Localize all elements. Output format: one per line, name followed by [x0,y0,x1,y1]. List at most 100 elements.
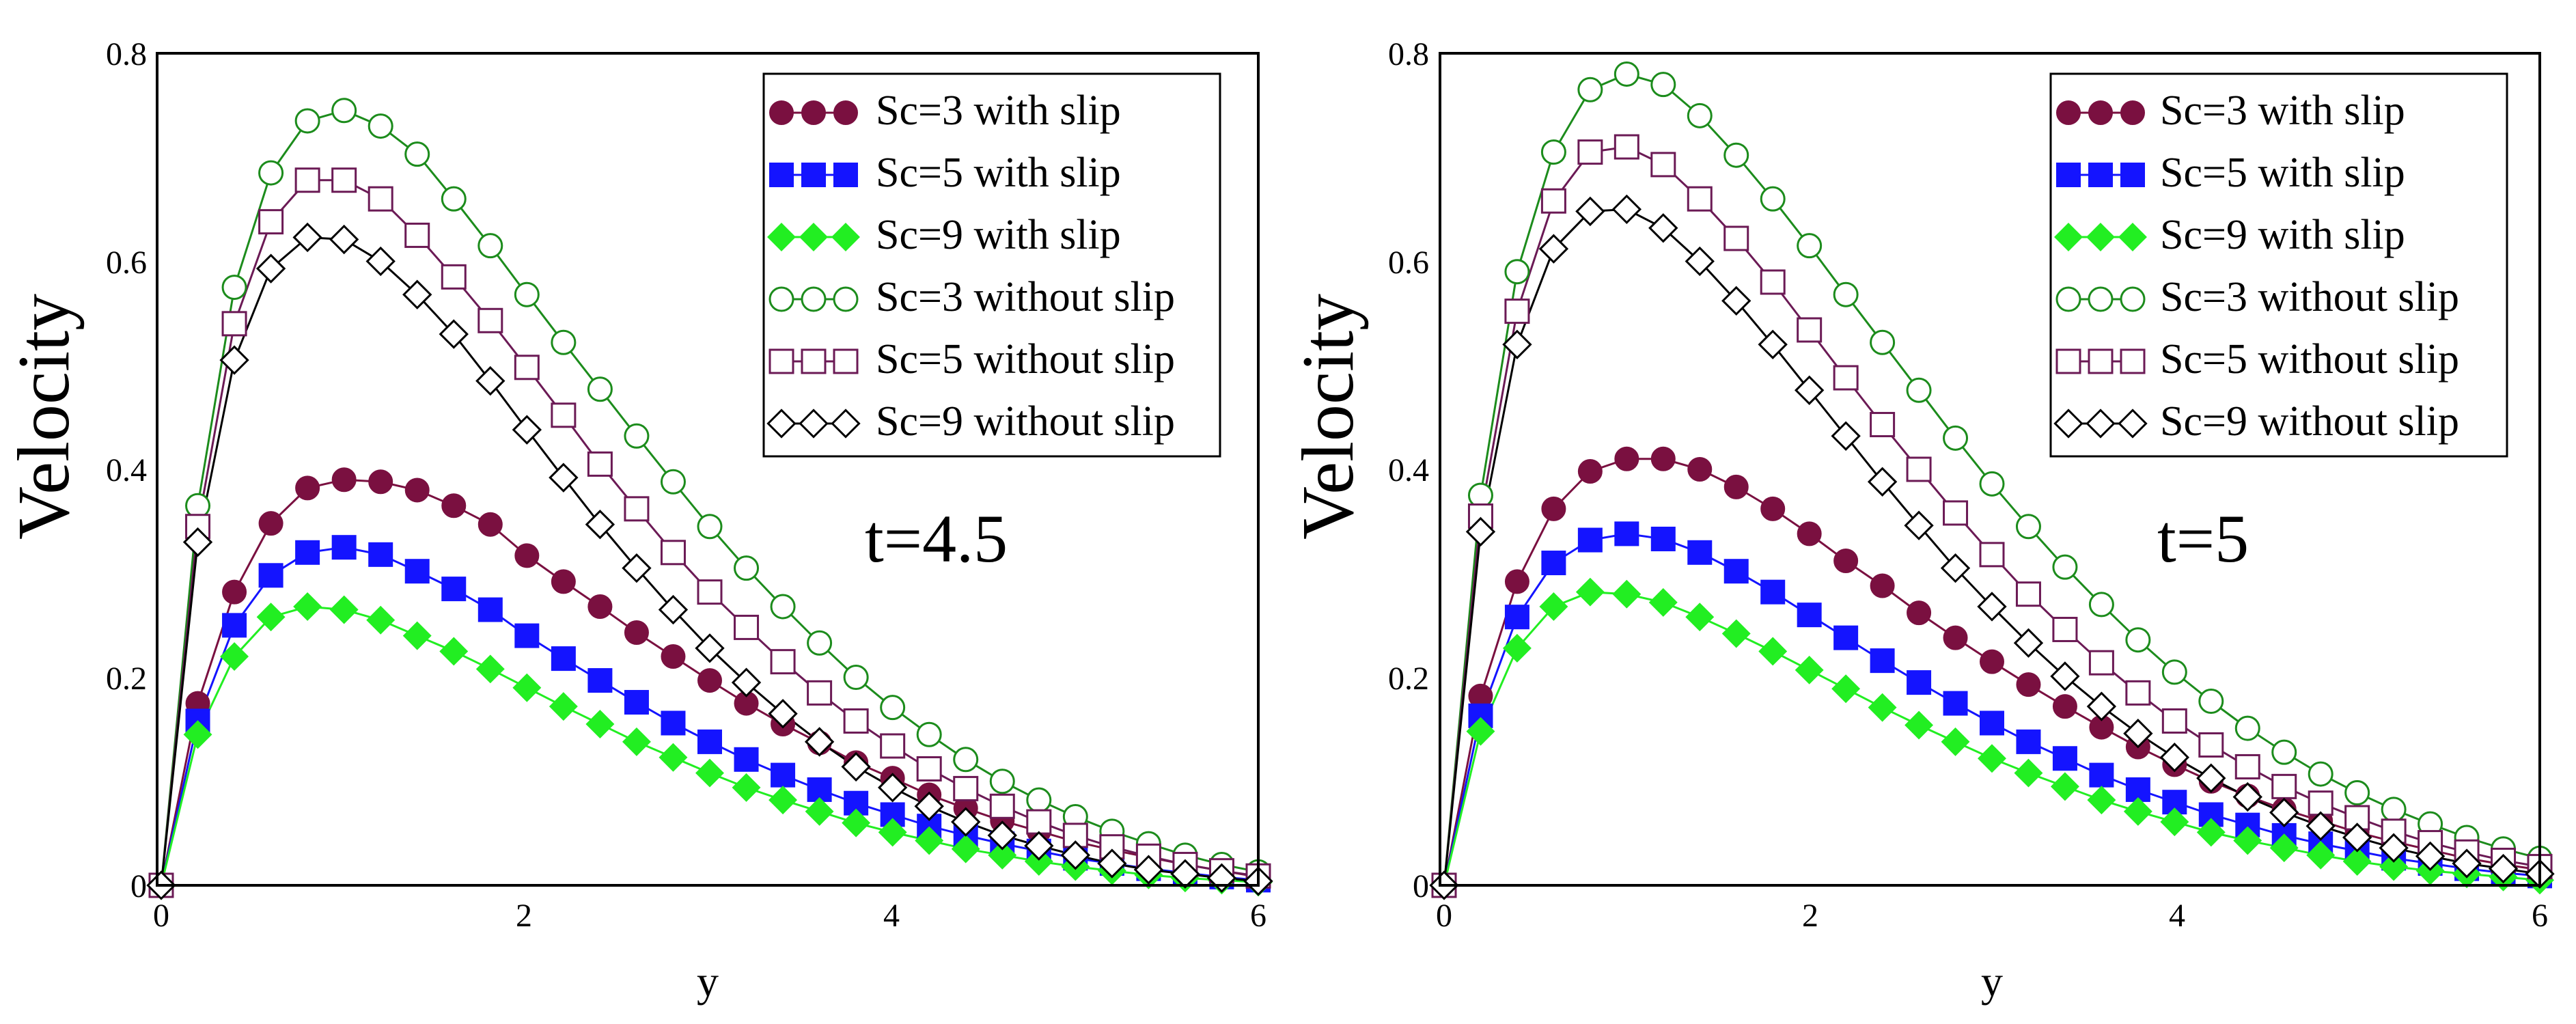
data-point-series-5 [1650,152,1676,178]
data-point-series-5 [2344,805,2370,831]
legend-marker-6 [766,409,797,439]
data-point-series-1 [1577,459,1603,484]
data-point-series-2 [771,762,796,788]
data-point-series-3 [256,603,286,632]
data-point-series-3 [2342,847,2372,876]
data-point-series-3 [329,595,359,624]
data-point-series-3 [549,692,578,721]
data-point-series-2 [514,623,540,648]
data-point-series-4 [1723,142,1749,168]
data-point-series-4 [441,186,467,212]
data-point-series-3 [768,786,798,815]
data-point-series-6 [1097,848,1127,878]
series-line-2 [1443,532,2540,886]
legend-marker-3 [831,223,860,251]
data-point-series-5 [404,222,430,248]
legend-marker-5 [2088,348,2114,374]
legend-marker-1 [801,100,826,125]
data-point-series-4 [624,423,650,449]
data-point-series-5 [2161,708,2187,734]
data-point-series-3 [2014,758,2043,788]
data-point-series-3 [842,808,871,838]
y-tick-label: 0.6 [106,245,147,281]
data-point-series-3 [1539,592,1568,621]
data-point-series-2 [697,729,722,754]
data-point-series-3 [402,621,432,650]
data-point-series-5 [2271,773,2297,799]
data-point-series-3 [1685,603,1715,632]
legend-marker-2 [769,163,794,187]
x-tick-label: 2 [516,898,532,934]
data-point-series-6 [2452,848,2482,878]
data-point-series-6 [2415,841,2446,872]
data-point-series-3 [622,727,651,756]
data-point-series-5 [1833,365,1859,391]
data-point-series-5 [514,355,540,380]
legend-label: Sc=3 without slip [2160,274,2459,320]
data-point-series-5 [551,402,577,428]
data-point-series-3 [475,654,505,684]
data-point-series-4 [1943,425,1969,451]
legend-marker-2 [2056,163,2081,187]
data-point-series-6 [2196,763,2226,793]
data-point-series-5 [258,209,284,235]
time-annotation: t=4.5 [865,501,1008,577]
data-point-series-6 [1611,194,1642,225]
data-point-series-3 [1941,727,1970,756]
x-tick-label: 0 [153,898,169,934]
data-point-series-4 [660,469,686,495]
legend-label: Sc=9 without slip [876,398,1175,445]
data-point-series-1 [514,543,540,568]
data-point-series-4 [880,695,906,721]
data-point-series-2 [222,613,247,638]
data-point-series-4 [1650,72,1676,98]
data-point-series-3 [2087,786,2116,815]
data-point-series-4 [734,555,760,581]
data-point-series-4 [807,630,833,656]
legend-label: Sc=9 without slip [2160,398,2459,445]
data-point-series-6 [2379,833,2409,863]
data-point-series-6 [402,279,432,309]
y-tick-label: 0 [130,868,147,904]
x-axis-title: y [697,957,719,1006]
data-point-series-3 [1466,717,1495,746]
data-point-series-5 [807,680,833,706]
x-tick-label: 6 [2532,898,2548,934]
data-point-series-6 [987,820,1017,850]
data-point-series-5 [1979,542,2005,568]
data-point-series-6 [365,246,396,277]
data-point-series-6 [1060,840,1091,870]
legend-marker-2 [801,163,826,187]
data-point-series-4 [368,113,393,139]
data-point-series-3 [951,834,980,863]
data-point-series-3 [732,773,761,802]
data-point-series-4 [1979,471,2005,497]
data-point-series-2 [1870,648,1895,674]
data-point-series-6 [2050,661,2080,691]
legend-marker-5 [768,348,794,374]
data-point-series-1 [2052,694,2077,719]
data-point-series-4 [843,665,869,690]
data-point-series-2 [1614,521,1639,546]
data-point-series-6 [951,807,981,837]
data-point-series-3 [988,840,1017,870]
data-point-series-1 [624,620,649,646]
data-point-series-3 [1978,744,2006,773]
data-point-series-1 [368,469,393,495]
data-point-series-1 [331,467,357,493]
data-point-series-1 [441,493,467,518]
data-point-series-1 [1687,457,1713,482]
data-point-series-1 [258,511,283,536]
plot-frame-right [1439,52,2541,887]
data-point-series-3 [1721,619,1751,648]
data-point-series-5 [1687,186,1713,212]
data-point-series-4 [1540,139,1566,165]
data-point-series-5 [2125,680,2151,706]
data-point-series-2 [368,542,393,567]
data-point-series-5 [294,167,320,193]
legend-marker-6 [2086,409,2116,439]
data-point-series-6 [2086,691,2117,721]
data-point-series-1 [1870,573,1895,598]
data-point-series-4 [2344,779,2370,805]
